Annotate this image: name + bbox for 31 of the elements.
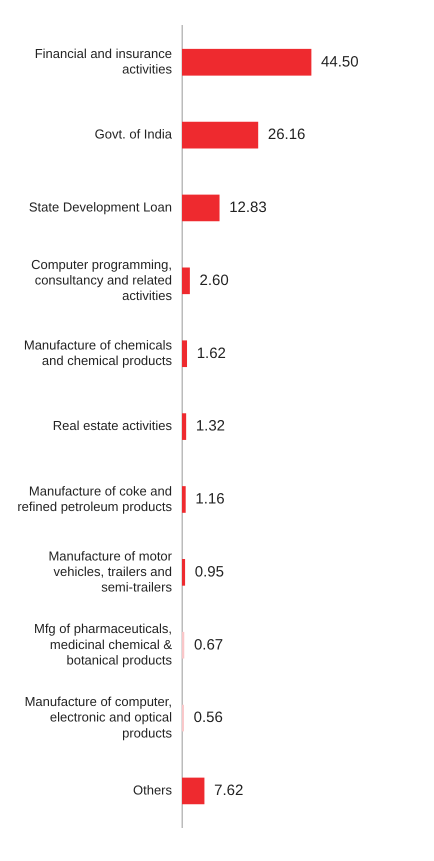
y-tick-label: State Development Loan [28,200,172,215]
data-label: 1.16 [195,490,225,508]
y-tick-label: Computer programming, consultancy and related activities [31,256,172,304]
bar [182,413,186,440]
bar [182,122,258,148]
bar [182,194,220,222]
y-tick-label: Manufacture of computer, electronic and optical products [24,694,172,740]
data-label: 44.50 [321,53,359,70]
data-label: 1.62 [196,344,226,362]
y-tick-label: Manufacture of motor vehicles, trailers and semi-trailers [48,548,173,595]
data-label: 1.32 [196,418,226,435]
y-tick-label: Real estate activities [52,418,172,434]
data-label: 26.16 [268,126,306,144]
bar [182,268,190,294]
data-label: 12.83 [229,199,267,216]
bar [182,486,186,513]
data-label: 0.56 [194,709,223,726]
y-tick-label: Others [132,782,172,798]
bar [182,778,204,804]
data-label: 2.60 [200,272,229,289]
y-tick-label: Manufacture of chemicals and chemical products [24,338,172,368]
bar [182,340,188,368]
bar [182,48,312,76]
bar [182,559,186,586]
data-label: 0.95 [194,563,224,580]
y-tick-label: Financial and insurance activities [34,46,172,77]
data-label: 7.62 [214,782,244,800]
y-tick-label: Mfg of pharmaceuticals, medicinal chemical & botanical products [34,621,172,668]
y-tick-label: Govt. of India [94,126,173,142]
data-label: 0.67 [194,636,224,654]
y-tick-label: Manufacture of coke and refined petroleum products [17,483,172,514]
